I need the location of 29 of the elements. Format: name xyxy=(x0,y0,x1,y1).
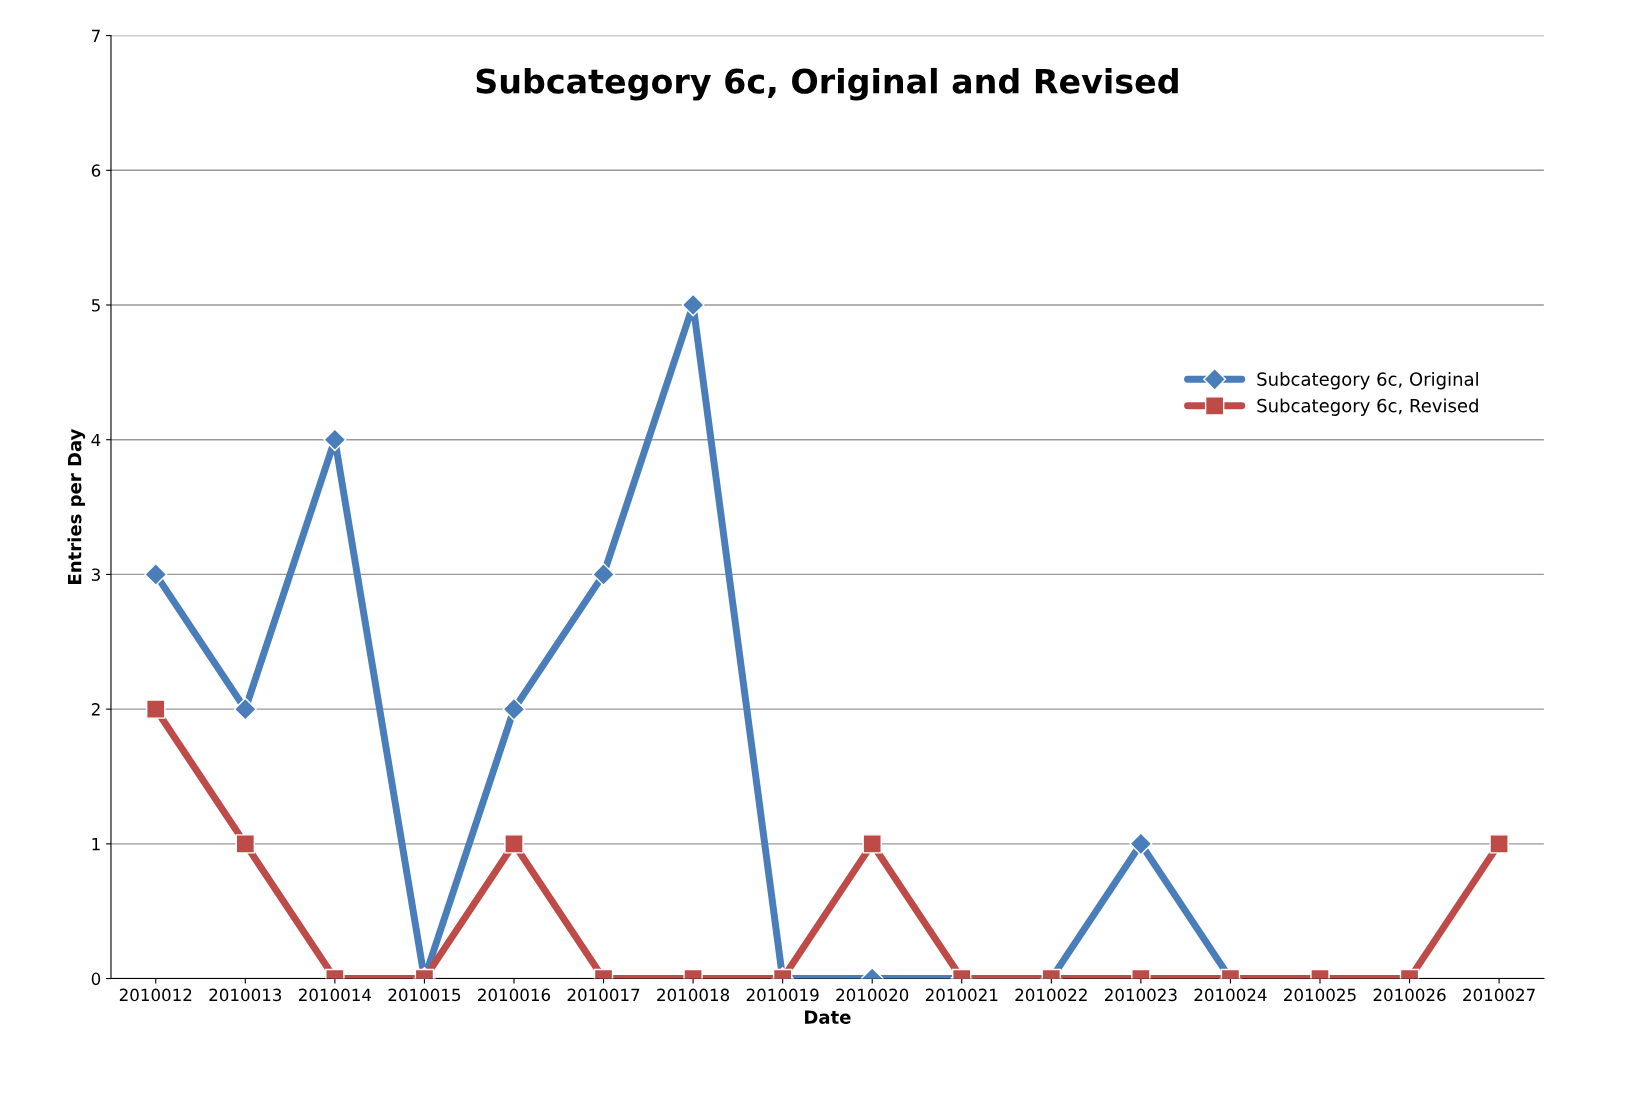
y-axis-title: Entries per Day xyxy=(67,428,86,584)
x-tick-label: 2010022 xyxy=(1015,988,1087,1002)
x-tick-label: 2010018 xyxy=(657,988,730,1002)
x-tick-label: 2010017 xyxy=(567,988,640,1002)
y-tick-label: 3 xyxy=(91,568,100,581)
x-tick-label: 2010021 xyxy=(925,988,998,1002)
y-tick-label: 6 xyxy=(91,164,101,177)
x-tick-label: 2010015 xyxy=(388,988,461,1002)
x-tick-label: 2010012 xyxy=(119,988,192,1002)
x-tick-label: 2010019 xyxy=(746,988,819,1002)
x-tick-label: 2010027 xyxy=(1463,988,1535,1002)
x-tick-label: 2010026 xyxy=(1373,988,1446,1002)
x-tick-label: 2010014 xyxy=(298,988,372,1002)
text: Subcategory 6c, Original and Revised xyxy=(476,67,1178,101)
x-axis-title: Date xyxy=(805,1010,851,1024)
x-tick-label: 2010020 xyxy=(836,988,909,1002)
y-tick-label: 4 xyxy=(91,433,101,447)
x-tick-label: 2010023 xyxy=(1104,988,1177,1002)
y-tick-label: 2 xyxy=(91,703,100,716)
y-tick-label: 7 xyxy=(92,29,100,42)
y-tick-label: 1 xyxy=(92,838,100,851)
legend-label: Subcategory 6c, Revised xyxy=(1257,398,1478,416)
x-tick-label: 2010013 xyxy=(209,988,282,1002)
x-tick-label: 2010016 xyxy=(478,988,551,1002)
y-tick-label: 5 xyxy=(91,299,100,312)
y-tick-label: 0 xyxy=(91,972,101,986)
x-tick-label: 2010024 xyxy=(1194,988,1267,1002)
x-tick-label: 2010025 xyxy=(1284,988,1356,1002)
legend-label: Subcategory 6c, Original xyxy=(1257,371,1478,390)
